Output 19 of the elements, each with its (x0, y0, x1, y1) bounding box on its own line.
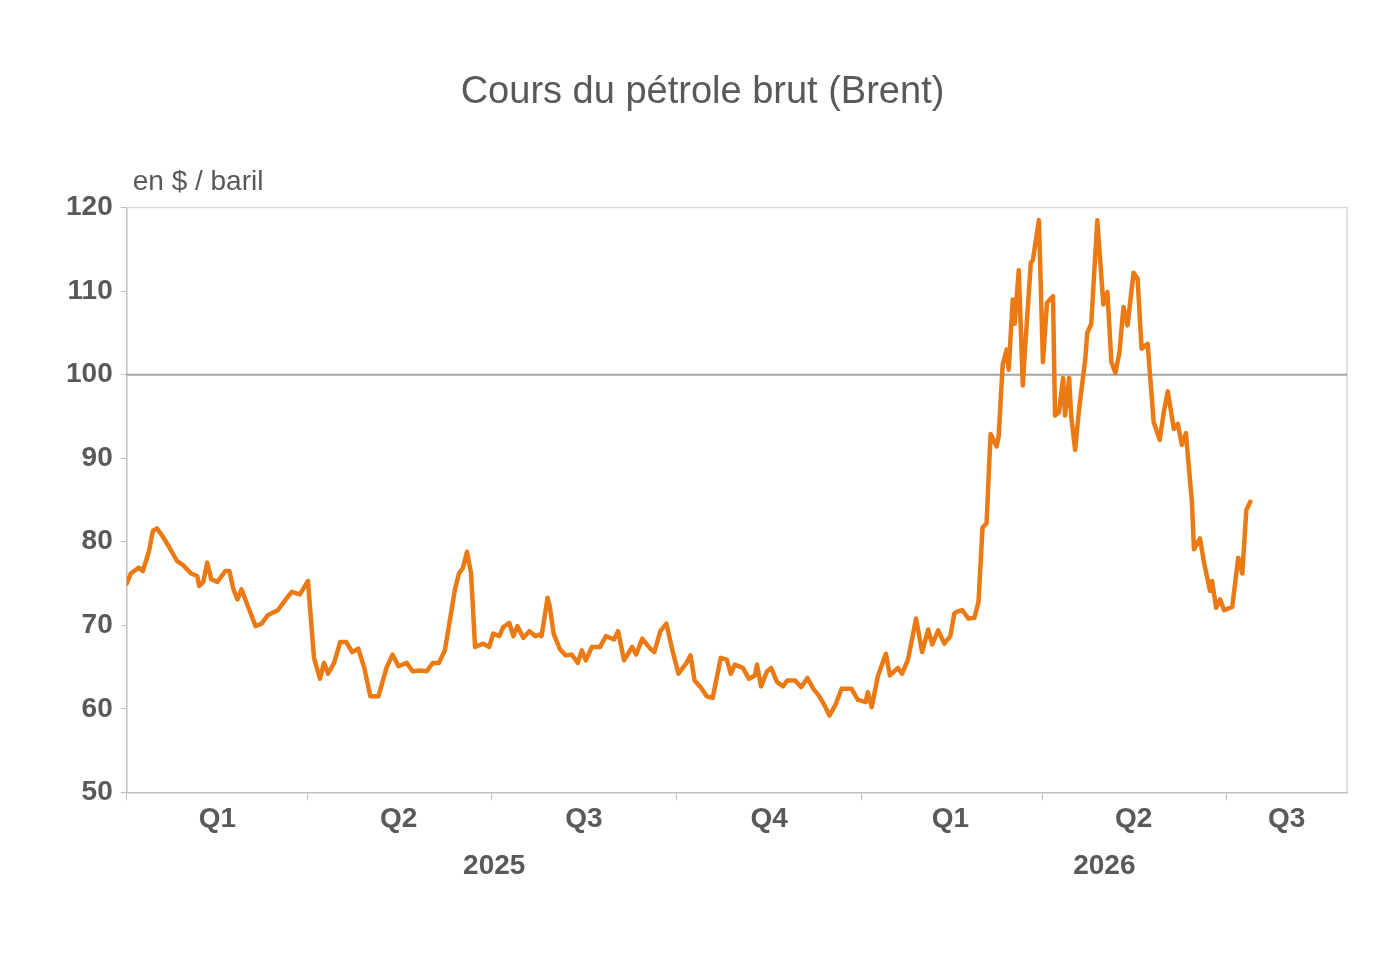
x-tick-label: Q3 (1267, 801, 1306, 833)
y-tick-label: 60 (81, 691, 113, 723)
y-tick-label: 100 (66, 357, 113, 389)
text: 2026 (1073, 849, 1136, 881)
y-tick-label: 50 (81, 775, 113, 807)
x-tick-label: Q4 (750, 801, 789, 833)
y-tick-label: 110 (67, 273, 113, 305)
y-tick-label: 120 (66, 190, 113, 222)
y-tick-label: 80 (81, 524, 113, 556)
text: 2025 (463, 849, 526, 881)
y-tick-label: 70 (81, 608, 113, 640)
x-tick-label: Q2 (1114, 801, 1153, 833)
x-tick-label: Q1 (198, 801, 237, 833)
x-tick-label: Q3 (565, 801, 603, 833)
x-tick-label: Q2 (379, 801, 418, 833)
x-tick-label: Q1 (931, 801, 969, 833)
y-tick-label: 90 (81, 440, 113, 472)
y-axis-title: en $ / baril (132, 164, 264, 196)
chart-title: Cours du pétrole brut (Brent) (460, 69, 945, 112)
